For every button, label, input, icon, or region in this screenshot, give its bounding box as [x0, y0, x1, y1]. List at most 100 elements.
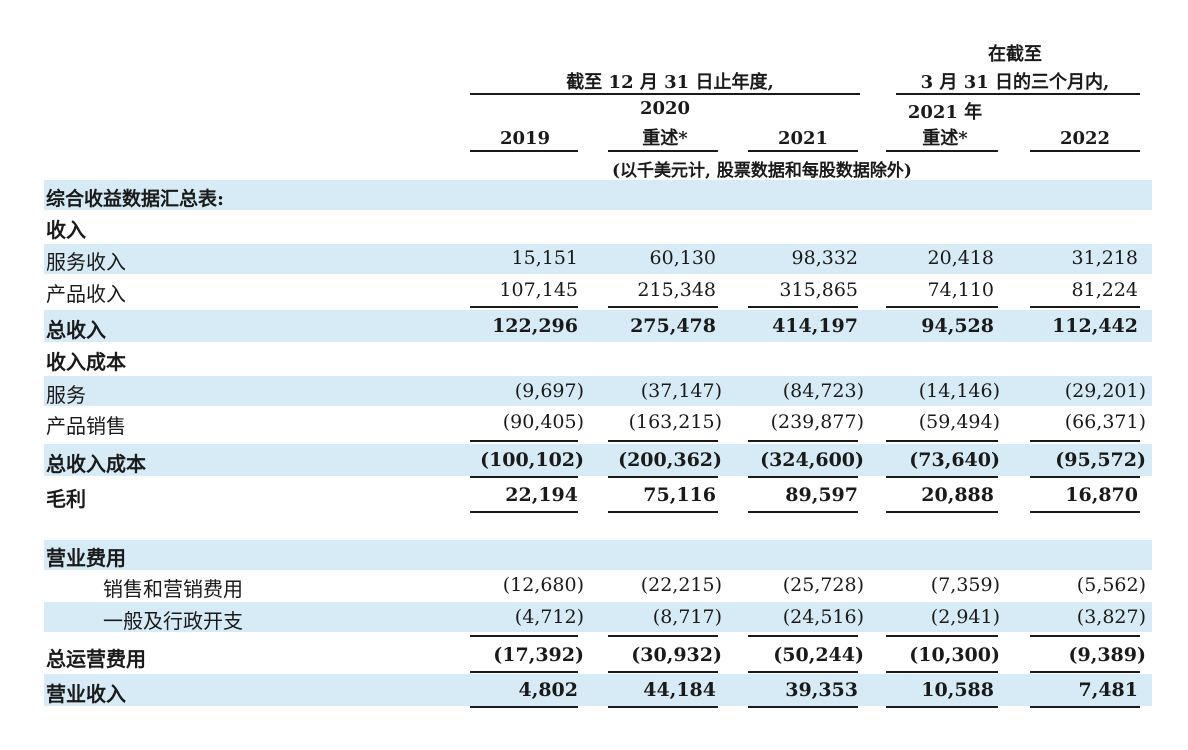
- cell-2020: (163,215): [628, 411, 722, 433]
- table-row: 一般及行政开支 (4,712) (8,717) (24,516) (2,941)…: [0, 603, 1188, 633]
- cell-2021: (239,877): [770, 411, 864, 433]
- subtotal-rule: [748, 635, 858, 637]
- subtotal-rule: [608, 635, 718, 637]
- unit-note: (以千美元计, 股票数据和每股数据除外): [612, 161, 912, 181]
- row-label: 收入成本: [46, 350, 126, 374]
- col-2020-year: 2020: [639, 98, 691, 119]
- subtotal-rule: [748, 440, 858, 442]
- cell-2021: (84,723): [782, 380, 864, 402]
- year-group-rule: [470, 93, 860, 95]
- cell-q2021: (7,359): [930, 574, 1000, 596]
- cell-q2021: (73,640): [909, 449, 1000, 471]
- cell-2019: (12,680): [502, 574, 584, 596]
- cell-q2021: (14,146): [918, 380, 1000, 402]
- cell-2021: (24,516): [782, 606, 864, 628]
- subtotal-rule: [748, 671, 858, 673]
- cell-2022: 81,224: [1071, 279, 1138, 301]
- table-row: 产品收入 107,145 215,348 315,865 74,110 81,2…: [0, 276, 1188, 306]
- row-shade: [44, 180, 1152, 210]
- subtotal-rule: [748, 476, 858, 478]
- subtotal-rule: [1030, 671, 1140, 673]
- col-2019-rule: [470, 150, 578, 152]
- table-row: 服务 (9,697) (37,147) (84,723) (14,146) (2…: [0, 377, 1188, 407]
- cell-2019: 107,145: [499, 279, 578, 301]
- cell-q2021: (2,941): [930, 606, 1000, 628]
- table-row: 收入成本: [0, 344, 1188, 374]
- cell-2022: (95,572): [1055, 449, 1146, 471]
- cell-2019: (4,712): [514, 606, 584, 628]
- subtotal-rule: [470, 671, 578, 673]
- col-q2021-year: 2021 年: [907, 102, 983, 123]
- cell-q2021: (59,494): [918, 411, 1000, 433]
- cell-2019: (90,405): [502, 411, 584, 433]
- cell-2019: 122,296: [492, 315, 578, 337]
- table-row: 营业收入 4,802 44,184 39,353 10,588 7,481: [0, 676, 1188, 706]
- total-rule: [470, 511, 578, 513]
- subtotal-rule: [886, 671, 998, 673]
- cell-2020: (37,147): [640, 380, 722, 402]
- total-rule: [1030, 706, 1140, 708]
- cell-2019: (9,697): [514, 380, 584, 402]
- subtotal-rule: [1030, 306, 1140, 308]
- cell-2019: (100,102): [480, 449, 584, 471]
- row-label: 总收入: [46, 318, 106, 342]
- cell-2020: (8,717): [652, 606, 722, 628]
- cell-2022: (29,201): [1064, 380, 1146, 402]
- row-shade: [44, 674, 1152, 706]
- row-label: 营业收入: [46, 682, 126, 706]
- cell-2022: (5,562): [1076, 574, 1146, 596]
- cell-2022: 112,442: [1052, 315, 1138, 337]
- cell-2019: 15,151: [511, 247, 578, 269]
- total-rule: [748, 706, 858, 708]
- subtotal-rule: [1030, 635, 1140, 637]
- subtotal-rule: [1030, 440, 1140, 442]
- subtotal-rule: [748, 306, 858, 308]
- cell-2021: 315,865: [779, 279, 858, 301]
- row-shade: [44, 376, 1152, 406]
- row-shade: [44, 244, 1152, 274]
- cell-q2021: 20,418: [927, 247, 994, 269]
- col-2022: 2022: [1059, 128, 1111, 149]
- col-2021: 2021: [777, 128, 829, 149]
- cell-2020: (200,362): [618, 449, 722, 471]
- subtotal-rule: [470, 635, 578, 637]
- col-2019: 2019: [499, 128, 551, 149]
- subtotal-rule: [886, 635, 998, 637]
- col-2020-rule: [608, 150, 718, 152]
- cell-2021: 89,597: [785, 484, 858, 506]
- cell-q2021: (10,300): [909, 644, 1000, 666]
- table-row: 毛利 22,194 75,116 89,597 20,888 16,870: [0, 481, 1188, 511]
- col-q2021-restated: 重述*: [922, 128, 968, 149]
- col-q2021-rule: [886, 150, 998, 152]
- row-label: 产品收入: [46, 282, 126, 306]
- cell-2022: 31,218: [1071, 247, 1138, 269]
- section-heading: 综合收益数据汇总表:: [46, 188, 225, 210]
- table-row: 总运营费用 (17,392) (30,932) (50,244) (10,300…: [0, 641, 1188, 671]
- table-row: 总收入 122,296 275,478 414,197 94,528 112,4…: [0, 312, 1188, 342]
- cell-2021: 414,197: [772, 315, 858, 337]
- cell-2020: (22,215): [640, 574, 722, 596]
- cell-2020: 215,348: [637, 279, 716, 301]
- row-label: 一般及行政开支: [103, 609, 243, 633]
- row-label: 销售和营销费用: [103, 577, 243, 601]
- row-shade: [44, 602, 1152, 632]
- cell-2021: (324,600): [760, 449, 864, 471]
- row-label: 服务收入: [46, 250, 126, 274]
- cell-2019: (17,392): [493, 644, 584, 666]
- cell-q2021: 20,888: [921, 484, 994, 506]
- subtotal-rule: [886, 306, 998, 308]
- quarter-group-rule: [896, 93, 1140, 95]
- cell-2022: (3,827): [1076, 606, 1146, 628]
- subtotal-rule: [470, 306, 578, 308]
- table-row: 产品销售 (90,405) (163,215) (239,877) (59,49…: [0, 408, 1188, 438]
- cell-2020: (30,932): [631, 644, 722, 666]
- row-shade: [44, 310, 1152, 342]
- total-rule: [886, 706, 998, 708]
- cell-2019: 4,802: [518, 679, 579, 701]
- row-label: 营业费用: [46, 546, 126, 570]
- cell-2022: 7,481: [1078, 679, 1139, 701]
- row-shade: [44, 540, 1152, 570]
- cell-2021: 98,332: [791, 247, 858, 269]
- cell-q2021: 10,588: [921, 679, 994, 701]
- cell-2020: 275,478: [630, 315, 716, 337]
